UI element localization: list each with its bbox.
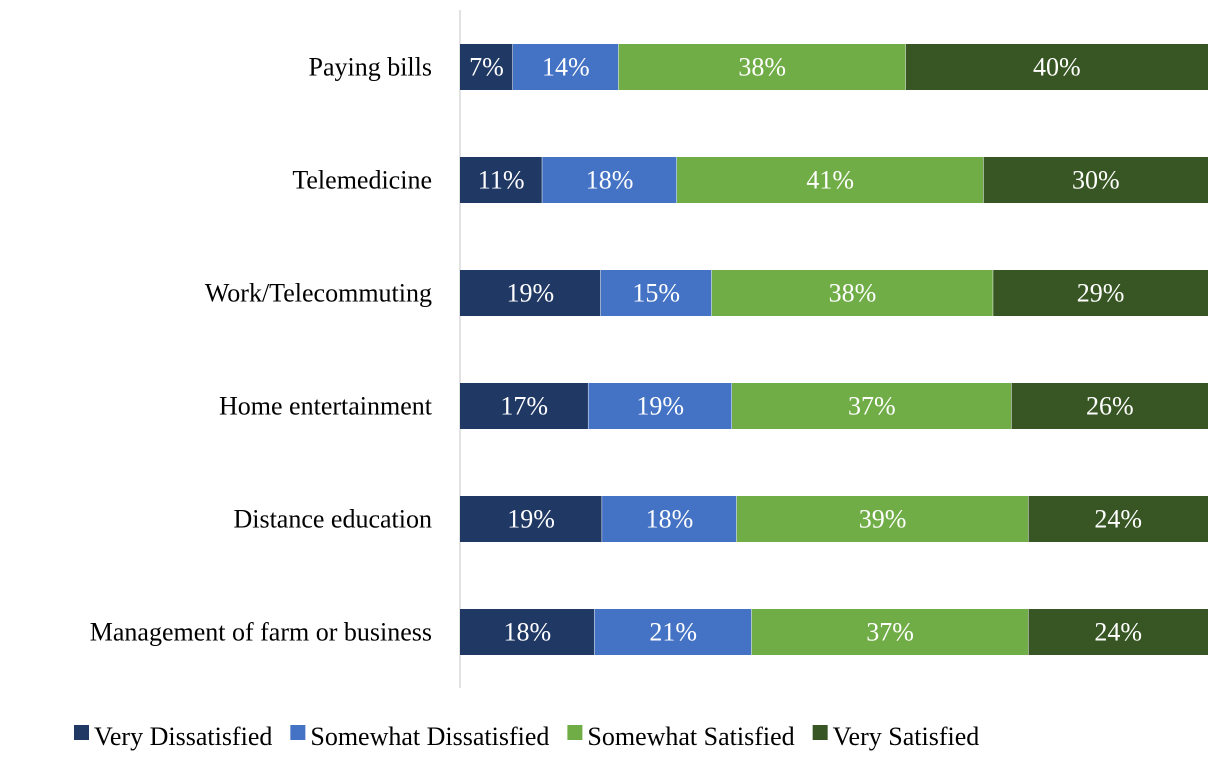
data-label: 41% (806, 166, 854, 195)
data-label: 11% (478, 166, 525, 195)
legend-label: Somewhat Dissatisfied (310, 722, 549, 751)
legend-swatch (812, 725, 828, 740)
data-label: 26% (1086, 392, 1134, 421)
bar-segment (1011, 383, 1208, 429)
data-label: 24% (1094, 618, 1142, 647)
data-label: 7% (469, 53, 504, 82)
bars-group: 7% 14% 38% 40% 11% 18% 41% 30% 19% 15% 38% 29% 17% 19… (460, 44, 1208, 655)
bar-segment (460, 496, 603, 542)
category-label: Home entertainment (219, 392, 433, 421)
category-label: Distance education (233, 505, 432, 534)
data-label: 19% (507, 279, 555, 308)
bar-segment (460, 609, 595, 655)
data-label: 40% (1033, 53, 1081, 82)
bar-segment (542, 157, 677, 203)
data-label: 21% (649, 618, 697, 647)
category-label: Telemedicine (292, 166, 432, 195)
data-label: 29% (1077, 279, 1125, 308)
bar-segment (905, 44, 1208, 90)
bar-segment (993, 270, 1208, 316)
data-label: 14% (542, 53, 590, 82)
legend-swatch (567, 725, 583, 740)
data-label: 18% (503, 618, 551, 647)
bar-segment (736, 496, 1029, 542)
category-label: Management of farm or business (90, 618, 432, 647)
bar-segment (460, 157, 543, 203)
legend-label: Very Satisfied (833, 722, 980, 751)
bar-segment (602, 496, 737, 542)
category-label: Work/Telecommuting (205, 279, 432, 308)
bar-segment (600, 270, 712, 316)
bar-segment (1028, 496, 1208, 542)
bar-segment (983, 157, 1208, 203)
data-label: 38% (738, 53, 786, 82)
bar-segment (618, 44, 906, 90)
data-label: 19% (507, 505, 555, 534)
data-label: 39% (859, 505, 907, 534)
data-label: 30% (1072, 166, 1120, 195)
data-label: 15% (632, 279, 680, 308)
bar-segment (751, 609, 1029, 655)
data-label: 37% (848, 392, 896, 421)
data-label: 38% (829, 279, 877, 308)
bar-segment (594, 609, 752, 655)
bar-segment (460, 270, 601, 316)
data-label: 19% (636, 392, 684, 421)
legend-swatch (290, 725, 306, 740)
bar-segment (460, 44, 513, 90)
category-label: Paying bills (308, 53, 432, 82)
data-label: 18% (646, 505, 694, 534)
bar-segment (732, 383, 1012, 429)
data-label: 37% (866, 618, 914, 647)
legend-label: Very Dissatisfied (94, 722, 272, 751)
data-label: 17% (500, 392, 548, 421)
bar-segment (1028, 609, 1208, 655)
bar-segment (711, 270, 994, 316)
bar-segment (676, 157, 984, 203)
legend-swatch (74, 725, 89, 740)
legend-label: Somewhat Satisfied (587, 722, 794, 751)
bar-segment (460, 383, 589, 429)
bar-segment (512, 44, 619, 90)
data-label: 18% (586, 166, 634, 195)
legend: Very Dissatisfied Somewhat Dissatisfied So… (74, 722, 979, 751)
data-label: 24% (1094, 505, 1142, 534)
category-labels: Paying bills Telemedicine Work/Telecommuti… (90, 53, 433, 647)
bar-segment (588, 383, 732, 429)
